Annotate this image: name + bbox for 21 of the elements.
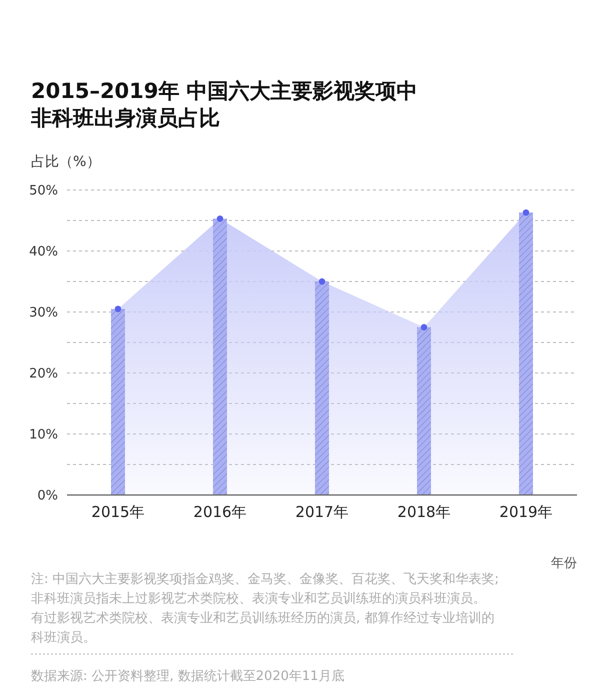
y-tick-label: 20%: [29, 366, 58, 382]
y-tick-label: 10%: [29, 428, 58, 443]
bar: [417, 327, 431, 495]
bar: [213, 218, 227, 495]
x-axis-title: 年份: [551, 556, 577, 571]
y-axis-title: 占比（%）: [31, 154, 100, 170]
y-tick-label: 40%: [29, 244, 58, 260]
bar: [315, 282, 329, 495]
bar: [111, 308, 125, 495]
x-tick-label: 2017年: [295, 503, 349, 521]
bar: [519, 212, 533, 495]
y-tick-label: 50%: [29, 184, 58, 199]
x-tick-label: 2018年: [397, 503, 451, 521]
x-tick-label: 2016年: [193, 503, 247, 521]
x-tick-label: 2015年: [91, 503, 145, 521]
y-tick-label: 0%: [37, 488, 58, 504]
source-note: 数据来源: 公开资料整理, 数据统计截至2020年11月底: [31, 669, 344, 684]
y-tick-label: 30%: [29, 306, 58, 321]
x-tick-label: 2019年: [499, 503, 553, 521]
chart-title: 2015–2019年 中国六大主要影视奖项中非科班出身演员占比: [30, 79, 418, 130]
text: 注: 中国六大主要影视奖项指金鸡奖、金马奖、金像奖、百花奖、飞天奖和华表奖; 非科班演员指未上过影视艺术类院校、表演专业和艺员训练班的演员科班演员。有过影视艺术类院校、表演专业和艺员训练班经历的演员, 都算作经过专业培训的科班演员。: [31, 571, 499, 646]
